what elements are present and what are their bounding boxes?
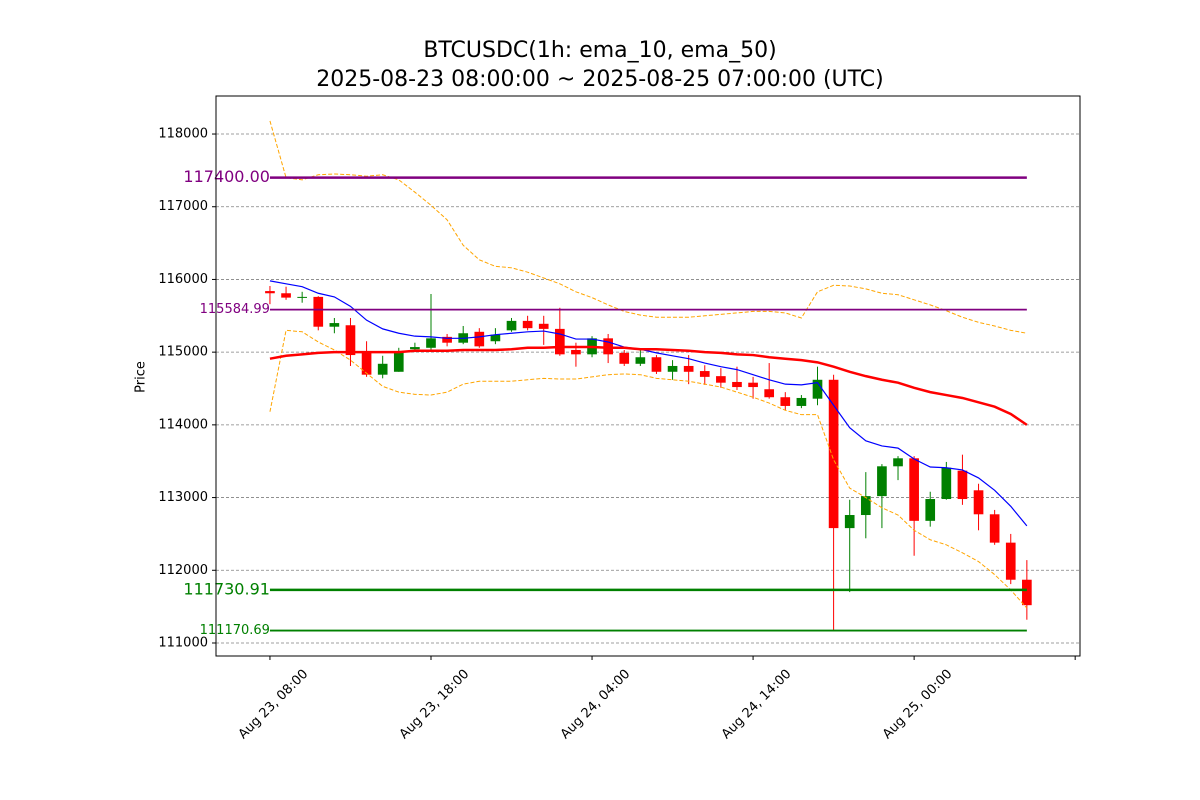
candle-body bbox=[925, 499, 936, 521]
candle-body bbox=[780, 397, 791, 406]
y-tick-label: 111000 bbox=[158, 635, 208, 650]
candle-body bbox=[635, 357, 646, 364]
candle-body bbox=[329, 323, 340, 327]
candle-body bbox=[699, 371, 710, 377]
candle-body bbox=[973, 490, 984, 515]
candle-body bbox=[651, 357, 662, 372]
candle-body bbox=[410, 347, 420, 350]
candle-body bbox=[506, 320, 517, 331]
level-label: 117400.00 bbox=[183, 167, 270, 186]
candle-body bbox=[281, 293, 291, 298]
candle-body bbox=[941, 467, 952, 500]
x-tick-label: Aug 23, 18:00 bbox=[397, 667, 473, 743]
x-tick-label: Aug 23, 08:00 bbox=[236, 667, 312, 743]
y-tick-label: 113000 bbox=[158, 490, 208, 505]
candle-body bbox=[538, 323, 549, 329]
y-tick-label: 115000 bbox=[158, 345, 208, 360]
plot-area: 111000 112000 113000 114000 115000 116000 1170… bbox=[158, 120, 1080, 743]
candle-body bbox=[1005, 542, 1016, 580]
candle-body bbox=[796, 397, 807, 406]
candle-body bbox=[265, 291, 275, 294]
candle-body bbox=[297, 296, 307, 298]
candle-body bbox=[603, 338, 613, 355]
y-axis-label: Price bbox=[134, 361, 149, 393]
candle-body bbox=[490, 334, 501, 342]
indicator-line bbox=[269, 329, 1028, 609]
candle-body bbox=[393, 352, 404, 372]
candle-body bbox=[474, 331, 485, 347]
level-label: 111730.91 bbox=[183, 579, 270, 598]
candle-body bbox=[716, 376, 726, 383]
indicator-line bbox=[269, 120, 1027, 334]
candle-body bbox=[764, 389, 775, 398]
candle-body bbox=[313, 296, 324, 327]
y-tick-label: 117000 bbox=[158, 199, 208, 214]
candle-body bbox=[554, 328, 565, 355]
plot-frame bbox=[215, 95, 1081, 657]
candle-body bbox=[522, 320, 533, 329]
candle-body bbox=[748, 382, 758, 388]
candle-body bbox=[989, 514, 1000, 543]
candle-body bbox=[571, 349, 581, 355]
chart-title: BTCUSDC(1h: ema_10, ema_50) bbox=[423, 38, 776, 63]
chart-subtitle: 2025-08-23 08:00:00 ~ 2025-08-25 07:00:0… bbox=[316, 67, 884, 92]
indicator-line bbox=[269, 280, 1028, 527]
candle-body bbox=[667, 365, 678, 372]
candle-body bbox=[732, 381, 742, 388]
candle-body bbox=[909, 458, 919, 521]
candle-body bbox=[877, 466, 887, 497]
x-tick-label: Aug 24, 04:00 bbox=[558, 667, 634, 743]
y-tick-label: 118000 bbox=[158, 127, 208, 142]
y-tick-label: 116000 bbox=[158, 272, 208, 287]
x-tick-label: Aug 25, 00:00 bbox=[880, 667, 956, 743]
candle-body bbox=[683, 365, 694, 372]
indicator-line bbox=[269, 345, 1028, 426]
candle-body bbox=[345, 325, 356, 356]
candle-body bbox=[893, 458, 903, 467]
candle-body bbox=[844, 515, 855, 529]
candle-body bbox=[812, 379, 823, 399]
x-tick-label: Aug 24, 14:00 bbox=[719, 667, 795, 743]
candle-body bbox=[828, 379, 839, 529]
candle-body bbox=[957, 470, 968, 500]
candle-body bbox=[377, 363, 388, 375]
candle-body bbox=[361, 352, 372, 375]
candle-body bbox=[426, 338, 436, 348]
candle-body bbox=[619, 352, 630, 364]
candle-body bbox=[442, 336, 452, 343]
candle-body bbox=[1022, 579, 1032, 606]
candle-body bbox=[860, 496, 871, 516]
level-label: 115584.99 bbox=[200, 302, 270, 317]
level-label: 111170.69 bbox=[200, 623, 270, 638]
y-tick-label: 112000 bbox=[158, 563, 208, 578]
y-tick-label: 114000 bbox=[158, 417, 208, 432]
